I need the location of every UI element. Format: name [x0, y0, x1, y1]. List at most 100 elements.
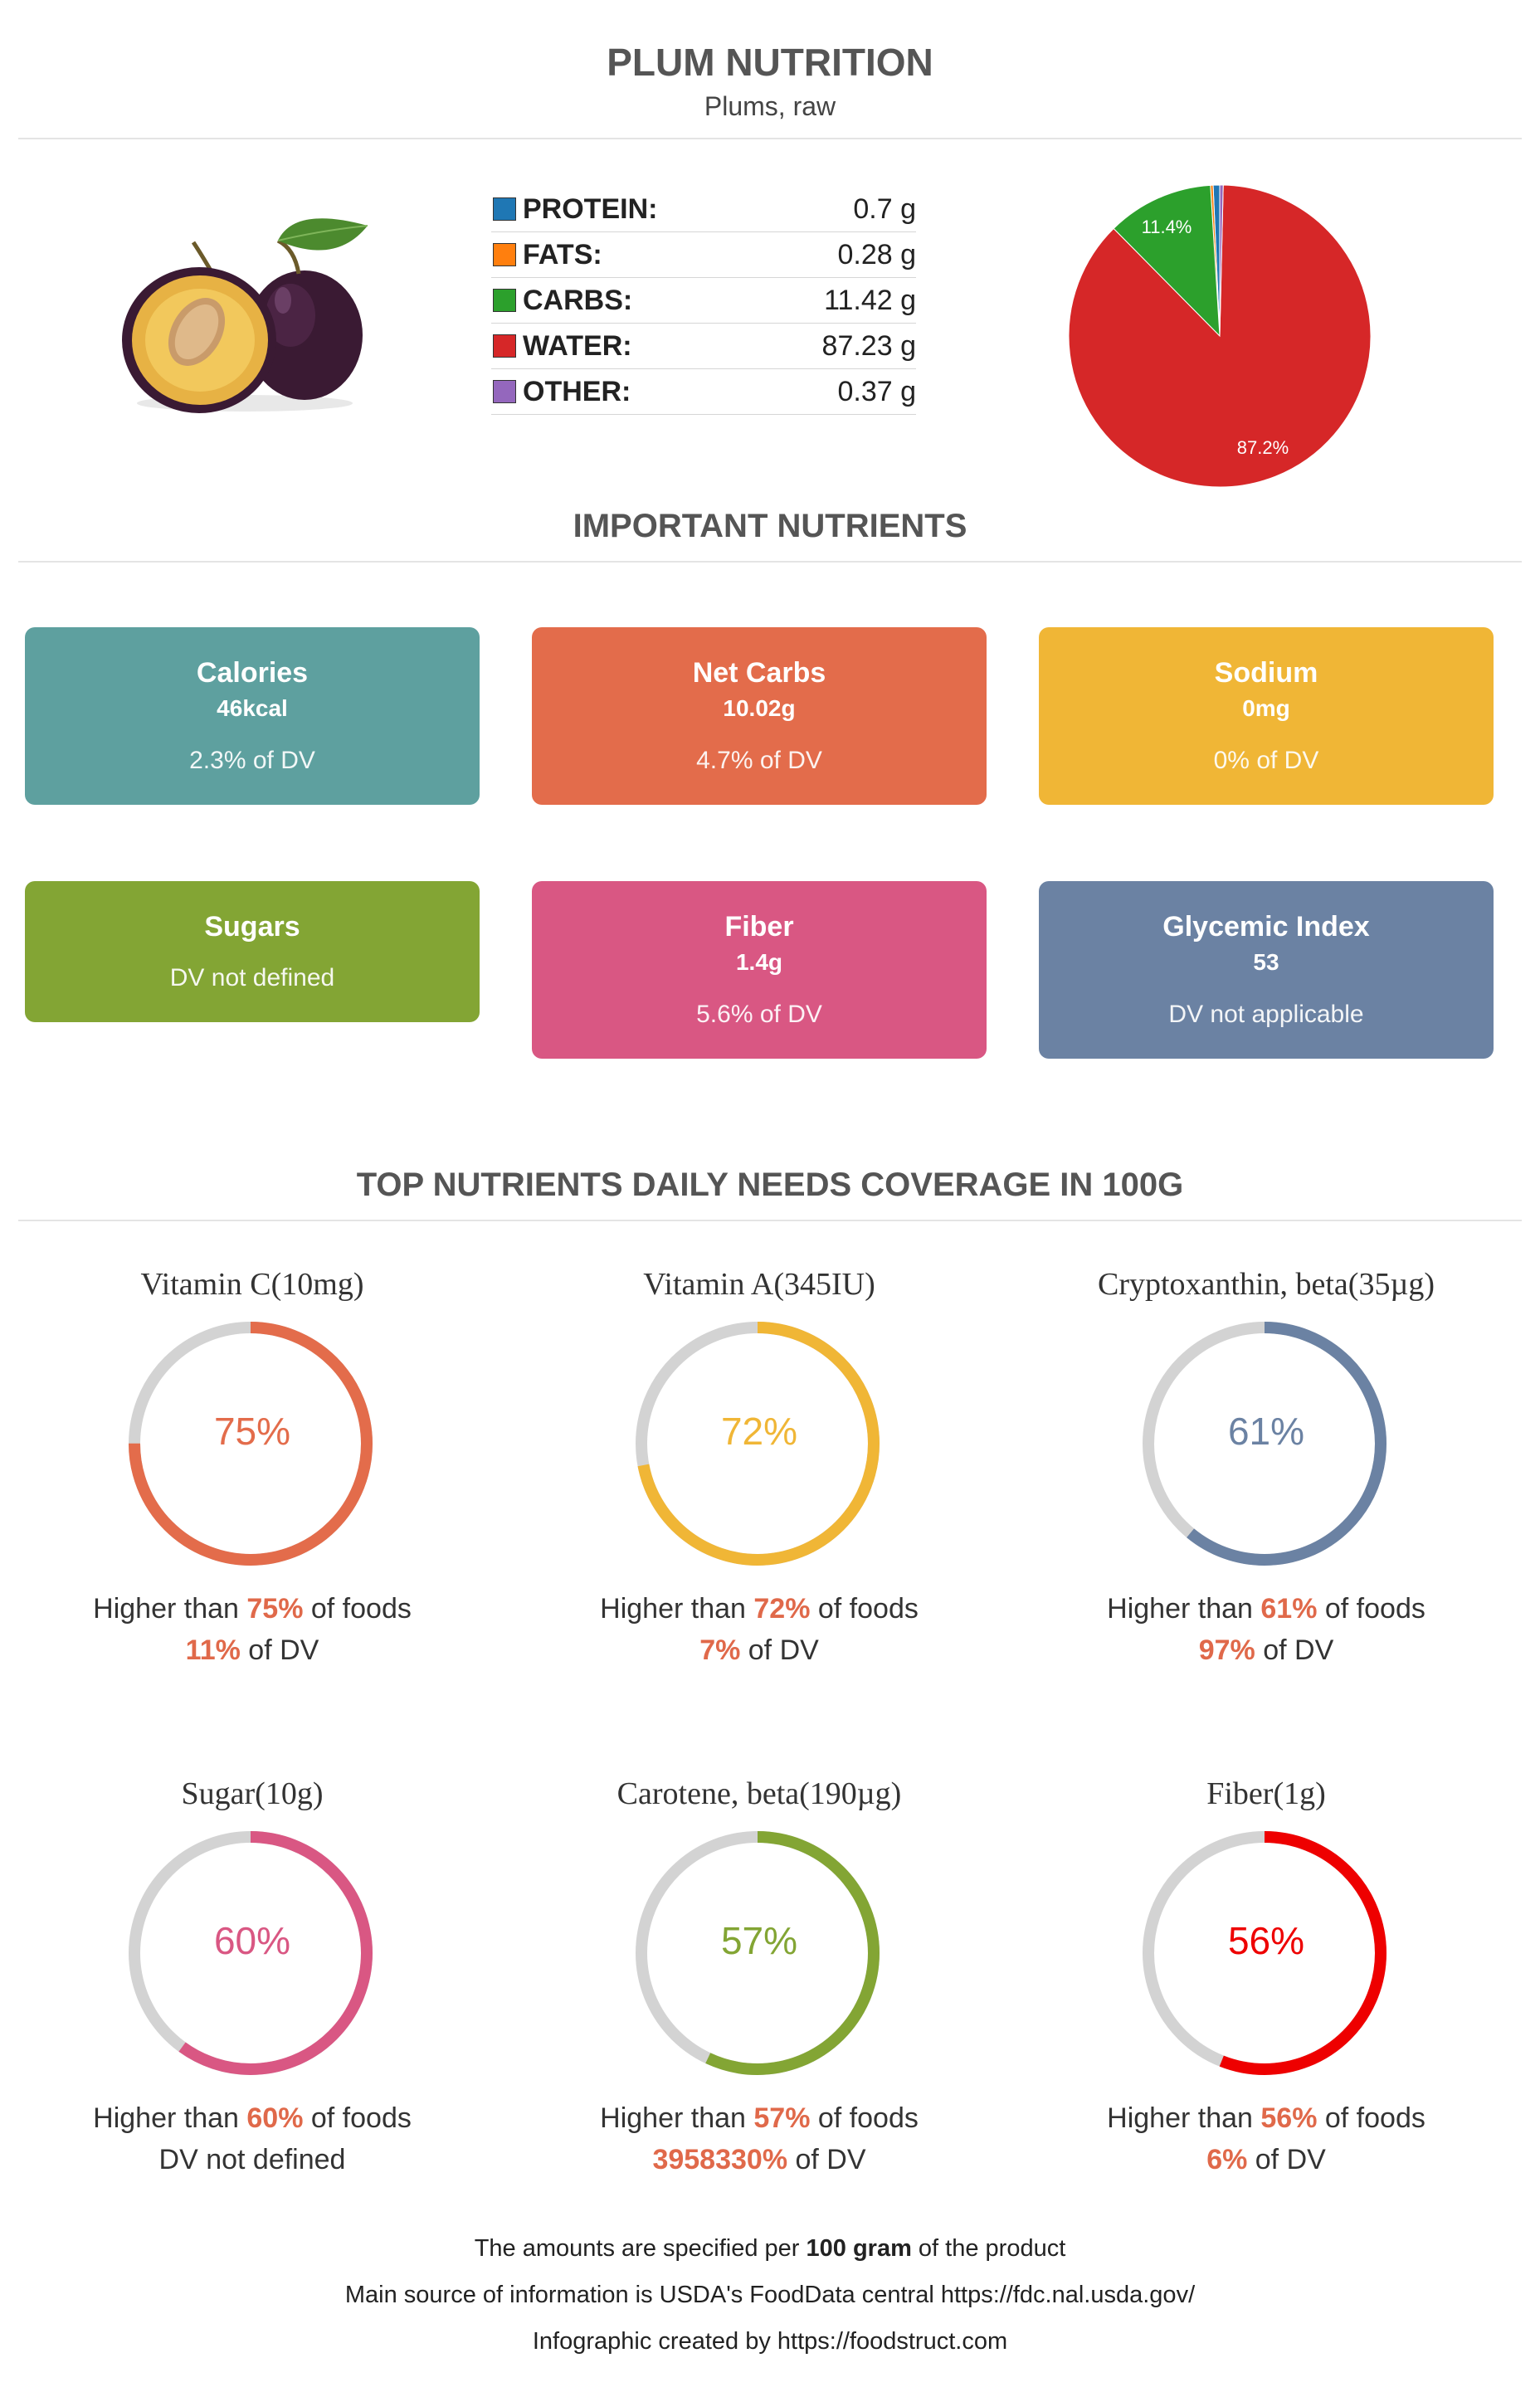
legend-swatch	[493, 380, 516, 403]
card-name: Calories	[196, 657, 309, 689]
donut-dv-text: 3958330% of DV	[527, 2144, 992, 2176]
donut-arc	[636, 1831, 880, 2075]
donut-ring	[1143, 1831, 1386, 2075]
card-name: Glycemic Index	[1162, 911, 1370, 943]
nutrient-donut: Fiber(1g) 56% Higher than 56% of foods 6% o…	[1034, 1776, 1499, 2240]
donut-percent: 60%	[213, 1919, 291, 1962]
donut-title: Sugar(10g)	[181, 1776, 324, 1811]
donut-percent: 61%	[1227, 1410, 1305, 1453]
card-sodium: Sodium 0mg 0% of DV	[1039, 627, 1494, 805]
card-dv: 4.7% of DV	[696, 747, 822, 774]
dv-post: of DV	[740, 1634, 819, 1666]
dv-post: DV not defined	[158, 2144, 346, 2175]
footer-note-pre: The amounts are specified per	[474, 2235, 807, 2262]
donut-rank-text: Higher than 75% of foods	[20, 1593, 485, 1625]
donut-ring	[636, 1322, 880, 1566]
rank-value: 75%	[246, 1593, 304, 1625]
divider	[18, 1220, 1522, 1221]
rank-value: 56%	[1260, 2102, 1318, 2134]
macro-label: WATER:	[523, 330, 632, 362]
dv-post: of DV	[240, 1634, 319, 1666]
card-dv: DV not defined	[169, 964, 335, 991]
dv-value: 97%	[1198, 1634, 1255, 1666]
card-net-carbs: Net Carbs 10.02g 4.7% of DV	[532, 627, 987, 805]
footer-source: Main source of information is USDA's Foo…	[344, 2282, 1196, 2308]
donut-ring	[129, 1322, 373, 1566]
rank-pre: Higher than	[600, 1593, 754, 1625]
donut-dv-text: 11% of DV	[20, 1634, 485, 1667]
rank-post: of foods	[303, 1593, 412, 1625]
rank-pre: Higher than	[1107, 2102, 1261, 2134]
section-title-coverage: TOP NUTRIENTS DAILY NEEDS COVERAGE IN 10…	[356, 1167, 1184, 1203]
page-title: PLUM NUTRITION	[607, 41, 933, 84]
rank-pre: Higher than	[93, 2102, 247, 2134]
donut-ring	[129, 1831, 373, 2075]
donut-percent: 57%	[720, 1919, 798, 1962]
macro-label: PROTEIN:	[523, 193, 658, 225]
card-glycemic-index: Glycemic Index 53 DV not applicable	[1039, 881, 1494, 1059]
donut-dv-text: 7% of DV	[527, 1634, 992, 1667]
rank-value: 60%	[246, 2102, 304, 2134]
dv-value: 11%	[185, 1634, 241, 1666]
card-calories: Calories 46kcal 2.3% of DV	[25, 627, 480, 805]
donut-arc	[129, 1322, 373, 1566]
footer-note-post: of the product	[911, 2235, 1066, 2262]
donut-percent: 72%	[720, 1410, 798, 1453]
card-dv: 2.3% of DV	[189, 747, 315, 774]
card-dv: DV not applicable	[1168, 1001, 1364, 1028]
macro-row-fats: FATS: 0.28 g	[491, 232, 916, 278]
rank-post: of foods	[303, 2102, 412, 2134]
donut-rank-text: Higher than 72% of foods	[527, 1593, 992, 1625]
nutrient-donut: Sugar(10g) 60% Higher than 60% of foods DV …	[20, 1776, 485, 2240]
macro-label: OTHER:	[523, 376, 631, 407]
card-amount: 46kcal	[217, 695, 288, 721]
pie-slice-carbs	[1113, 184, 1221, 338]
dv-post: of DV	[787, 2144, 866, 2175]
rank-value: 57%	[753, 2102, 811, 2134]
pie-label-carbs: 11.4%	[1142, 217, 1192, 237]
dv-value: 6%	[1206, 2144, 1248, 2175]
macro-pie-chart: 11.4% 87.2%	[1054, 178, 1386, 510]
donut-title: Cryptoxanthin, beta(35µg)	[1097, 1267, 1435, 1302]
card-amount: 0mg	[1242, 695, 1290, 721]
donut-rank-text: Higher than 61% of foods	[1034, 1593, 1499, 1625]
rank-value: 61%	[1260, 1593, 1318, 1625]
rank-pre: Higher than	[1107, 1593, 1261, 1625]
macro-row-protein: PROTEIN: 0.7 g	[491, 187, 916, 232]
donut-arc	[1143, 1322, 1386, 1566]
pie-slice-other	[1219, 184, 1224, 337]
divider	[18, 561, 1522, 563]
card-name: Fiber	[724, 911, 794, 943]
donut-rank-text: Higher than 60% of foods	[20, 2102, 485, 2135]
legend-swatch	[493, 197, 516, 221]
macro-label: CARBS:	[523, 285, 633, 316]
divider	[18, 138, 1522, 139]
section-title-important: IMPORTANT NUTRIENTS	[573, 508, 967, 544]
donut-ring	[636, 1831, 880, 2075]
legend-swatch	[493, 334, 516, 358]
nutrient-donut: Vitamin C(10mg) 75% Higher than 75% of foo…	[20, 1266, 485, 1731]
footer-credit: Infographic created by https://foodstruc…	[532, 2328, 1008, 2355]
donut-percent: 56%	[1227, 1919, 1305, 1962]
pie-label-water: 87.2%	[1237, 437, 1289, 458]
page-subtitle: Plums, raw	[704, 91, 836, 121]
donut-rank-text: Higher than 56% of foods	[1034, 2102, 1499, 2135]
plum-image	[120, 207, 378, 415]
macro-value: 0.7 g	[853, 193, 916, 225]
card-fiber: Fiber 1.4g 5.6% of DV	[532, 881, 987, 1059]
donut-rank-text: Higher than 57% of foods	[527, 2102, 992, 2135]
donut-title: Vitamin C(10mg)	[140, 1267, 364, 1302]
macro-row-carbs: CARBS: 11.42 g	[491, 278, 916, 324]
card-name: Net Carbs	[692, 657, 826, 689]
rank-pre: Higher than	[600, 2102, 754, 2134]
macro-row-other: OTHER: 0.37 g	[491, 369, 916, 415]
card-amount: 10.02g	[723, 695, 796, 721]
donut-ring	[1143, 1322, 1386, 1566]
legend-swatch	[493, 289, 516, 312]
rank-post: of foods	[1317, 1593, 1425, 1625]
macro-value: 11.42 g	[824, 285, 916, 316]
donut-title: Carotene, beta(190µg)	[616, 1776, 902, 1811]
macro-value: 0.28 g	[837, 239, 916, 270]
donut-arc	[636, 1322, 880, 1566]
dv-value: 3958330%	[652, 2144, 788, 2175]
